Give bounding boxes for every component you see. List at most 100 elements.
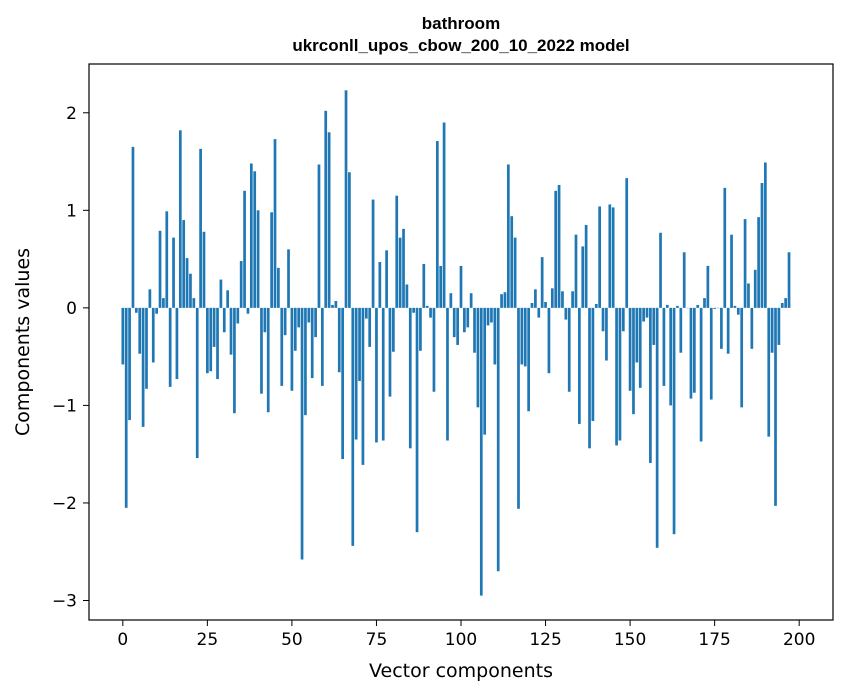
bar — [537, 307, 541, 318]
x-tick-label: 125 — [529, 630, 561, 650]
bar — [456, 307, 459, 345]
x-tick-label: 150 — [614, 630, 646, 650]
bar — [463, 307, 466, 333]
bar — [253, 171, 257, 308]
bar — [368, 307, 372, 347]
bar — [297, 307, 301, 328]
bar — [635, 307, 639, 363]
y-tick-label: −2 — [52, 494, 77, 514]
y-tick-label: 1 — [66, 201, 77, 221]
bar — [317, 164, 321, 308]
bar — [760, 183, 764, 308]
bars-group — [121, 90, 791, 596]
bar — [598, 206, 602, 308]
bar — [473, 307, 476, 353]
bar — [561, 291, 564, 308]
bar — [476, 307, 480, 408]
y-tick-label: 0 — [66, 299, 77, 319]
bar — [128, 307, 131, 421]
bar — [209, 307, 213, 372]
bar — [141, 307, 145, 427]
bar — [422, 263, 426, 308]
y-tick-label: −3 — [52, 591, 77, 611]
x-tick-label: 25 — [197, 630, 219, 650]
bar — [720, 307, 723, 349]
y-axis-ticks: −3 −2 −1 0 1 2 — [52, 104, 89, 611]
bar — [195, 307, 199, 459]
bar — [665, 304, 669, 308]
bar — [601, 307, 605, 332]
bar — [408, 307, 412, 449]
bar — [547, 307, 551, 374]
bar — [567, 307, 571, 392]
bar — [767, 307, 771, 437]
bar — [310, 307, 314, 379]
bar — [588, 307, 591, 449]
bar — [324, 110, 328, 308]
bar — [307, 307, 311, 323]
bar — [726, 307, 730, 354]
chart-subtitle: ukrconll_upos_cbow_200_10_2022 model — [292, 36, 629, 55]
bar — [611, 207, 615, 308]
bar — [753, 269, 757, 308]
bar — [608, 204, 612, 308]
bar — [625, 178, 629, 308]
bar — [145, 307, 148, 389]
y-tick-label: −1 — [52, 396, 77, 416]
bar — [459, 265, 463, 308]
bar — [334, 301, 338, 308]
bar — [574, 234, 578, 308]
bar — [730, 234, 733, 308]
bar — [202, 231, 206, 308]
chart-title: bathroom — [422, 14, 500, 33]
bar — [439, 265, 443, 308]
bar — [540, 257, 544, 308]
bar — [517, 307, 520, 509]
y-axis-label: Components values — [12, 248, 34, 436]
bar — [780, 302, 784, 308]
bar — [435, 141, 439, 308]
bar — [162, 298, 165, 308]
bar — [513, 237, 517, 308]
bar — [557, 184, 561, 308]
bar — [496, 307, 500, 572]
bar — [638, 307, 642, 388]
bar — [121, 307, 125, 365]
bar — [733, 305, 737, 308]
bar — [503, 292, 507, 308]
bar — [530, 302, 534, 308]
bar — [185, 258, 189, 308]
bar — [233, 307, 236, 414]
bar — [331, 304, 334, 308]
bar — [645, 307, 649, 318]
x-tick-label: 0 — [117, 630, 128, 650]
bar — [787, 252, 791, 308]
bar — [466, 307, 470, 328]
bar — [381, 307, 385, 441]
bar — [703, 298, 706, 308]
bar — [182, 220, 186, 308]
bar — [747, 283, 750, 308]
bar — [713, 307, 716, 309]
bar — [239, 261, 243, 308]
bar — [581, 246, 585, 308]
bar — [594, 303, 598, 308]
bar — [483, 307, 487, 435]
bar — [348, 172, 351, 308]
bar — [550, 288, 554, 308]
bar — [500, 294, 503, 308]
bar — [415, 307, 419, 533]
bar — [682, 252, 686, 308]
bar — [777, 307, 781, 345]
bar — [236, 307, 240, 324]
bar — [740, 307, 744, 408]
x-tick-label: 175 — [698, 630, 730, 650]
bar — [287, 249, 290, 308]
bar — [158, 230, 162, 308]
bar — [172, 237, 175, 308]
bar — [770, 307, 774, 353]
bar — [358, 307, 361, 382]
bar — [490, 307, 493, 323]
bar — [527, 307, 530, 412]
bar — [784, 298, 788, 308]
